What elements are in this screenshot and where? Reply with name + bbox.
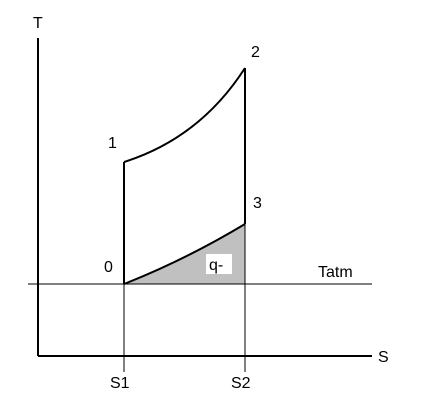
tatm-label: Tatm (318, 264, 353, 281)
s2-tick-label: S2 (231, 375, 251, 392)
q-label: q- (209, 257, 223, 274)
point-1-label: 1 (108, 135, 117, 152)
t-axis-label: T (33, 15, 43, 32)
point-2-label: 2 (251, 44, 260, 61)
process-1-2 (123, 67, 246, 163)
s-axis-label: S (378, 349, 389, 366)
process-0-3 (123, 223, 246, 285)
q-label-box (206, 254, 232, 274)
point-3-label: 3 (253, 195, 262, 212)
point-0-label: 0 (104, 259, 113, 276)
s1-tick-label: S1 (110, 375, 130, 392)
